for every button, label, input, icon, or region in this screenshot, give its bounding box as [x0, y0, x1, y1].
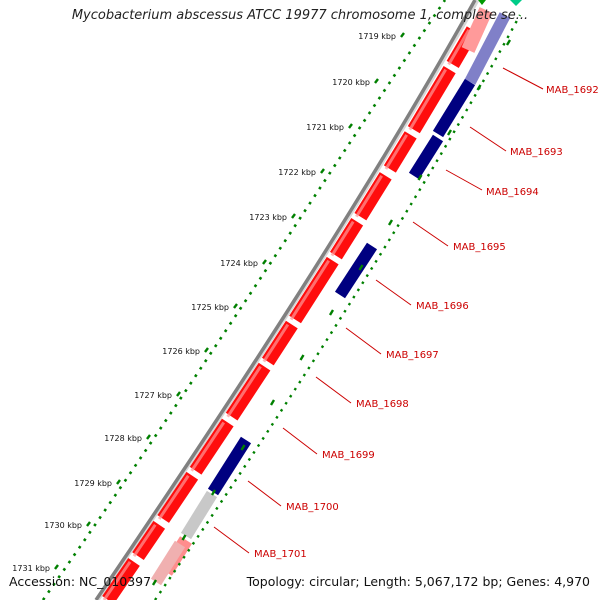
scale-tick — [400, 32, 405, 38]
inner-scale-tick — [240, 444, 246, 451]
scale-tick-label: 1720 kbp — [332, 78, 370, 87]
inner-scale-tick — [446, 129, 453, 136]
gene-label[interactable]: MAB_1692 — [546, 85, 599, 96]
gene-label[interactable]: MAB_1693 — [510, 147, 563, 158]
scale-tick-label: 1729 kbp — [74, 479, 112, 488]
inner-scale-tick — [269, 399, 276, 406]
inner-scale-tick — [151, 579, 158, 586]
gene-leader-line — [345, 327, 382, 355]
sequence-summary-text: Topology: circular; Length: 5,067,172 bp… — [246, 574, 590, 589]
gene-label[interactable]: MAB_1701 — [254, 549, 307, 560]
scale-tick — [233, 303, 238, 309]
gene-label[interactable]: MAB_1696 — [416, 301, 469, 312]
scale-tick — [320, 168, 325, 174]
gene-label[interactable]: MAB_1698 — [356, 399, 409, 410]
reverse-gene[interactable] — [432, 78, 476, 138]
gene-label[interactable]: MAB_1700 — [286, 502, 339, 513]
inner-scale-tick — [387, 219, 394, 226]
scale-tick — [146, 434, 151, 440]
scale-ticks — [54, 32, 405, 570]
inner-scale-tick — [358, 264, 364, 271]
gene-label[interactable]: MAB_1694 — [486, 187, 539, 198]
inner-scale-tick — [299, 354, 305, 361]
scale-tick — [116, 479, 121, 485]
other-feature[interactable] — [180, 490, 218, 540]
scale-tick-label: 1728 kbp — [104, 434, 142, 443]
scale-tick-label: 1727 kbp — [134, 391, 172, 400]
scale-tick — [262, 259, 267, 265]
scale-tick — [291, 213, 296, 219]
gene-leader-line — [315, 376, 352, 404]
inner-scale-tick — [417, 174, 423, 181]
gene-leader-line — [282, 427, 318, 455]
scale-tick-label: 1725 kbp — [191, 303, 229, 312]
gene-label[interactable]: MAB_1697 — [386, 350, 439, 361]
scale-tick-label: 1730 kbp — [44, 521, 82, 530]
reverse-gene-faded[interactable] — [150, 540, 186, 586]
inner-scale-tick — [328, 309, 335, 316]
inner-scale-tick — [476, 84, 482, 91]
gene-leader-line — [375, 279, 412, 306]
scale-tick — [86, 521, 91, 527]
feature-fragment-top — [510, 0, 522, 6]
reverse-strand-track — [150, 12, 511, 586]
forward-gene-highlight[interactable] — [102, 0, 497, 604]
reverse-gene[interactable] — [334, 242, 378, 299]
gene-leader-line — [469, 126, 507, 152]
gene-labels: MAB_1692 MAB_1693 MAB_1694 MAB_1695 MAB_1696… — [213, 67, 599, 560]
inner-scale-ticks — [151, 39, 512, 586]
reverse-gene[interactable] — [464, 12, 511, 85]
gene-label[interactable]: MAB_1695 — [453, 242, 506, 253]
reverse-gene[interactable] — [207, 436, 252, 496]
scale-tick-label: 1721 kbp — [306, 123, 344, 132]
inner-scale-tick — [181, 534, 187, 541]
scale-tick-label: 1724 kbp — [220, 259, 258, 268]
scale-tick — [374, 78, 379, 84]
gene-leader-line — [247, 480, 282, 507]
scale-tick — [54, 564, 59, 570]
gene-label[interactable]: MAB_1699 — [322, 450, 375, 461]
scale-tick-label: 1723 kbp — [249, 213, 287, 222]
gene-leader-line — [502, 67, 544, 90]
scale-tick-label: 1719 kbp — [358, 32, 396, 41]
scale-tick — [348, 123, 353, 129]
scale-tick-labels: 1719 kbp 1720 kbp 1721 kbp 1722 kbp 1723 kbp… — [12, 32, 396, 573]
reverse-gene[interactable] — [408, 134, 444, 180]
scale-tick-label: 1731 kbp — [12, 564, 50, 573]
sequence-title: Mycobacterium abscessus ATCC 19977 chrom… — [71, 8, 529, 23]
scale-tick — [204, 347, 209, 353]
inner-scale-tick — [505, 39, 512, 46]
backbone — [94, 0, 477, 601]
gene-leader-line — [213, 526, 250, 554]
forward-gene-faded[interactable] — [461, 7, 493, 53]
inner-scale-ring — [154, 14, 522, 601]
forward-gene-shine — [102, 0, 488, 601]
scale-tick — [176, 391, 181, 397]
gene-leader-line — [412, 221, 449, 247]
feature-fragment-top-2 — [478, 0, 486, 5]
scale-tick-label: 1726 kbp — [162, 347, 200, 356]
scale-tick-label: 1722 kbp — [278, 168, 316, 177]
accession-text: Accession: NC_010397 — [9, 574, 152, 589]
outer-scale-ring — [41, 0, 447, 601]
gene-leader-line — [445, 169, 483, 191]
inner-scale-tick — [210, 489, 217, 496]
